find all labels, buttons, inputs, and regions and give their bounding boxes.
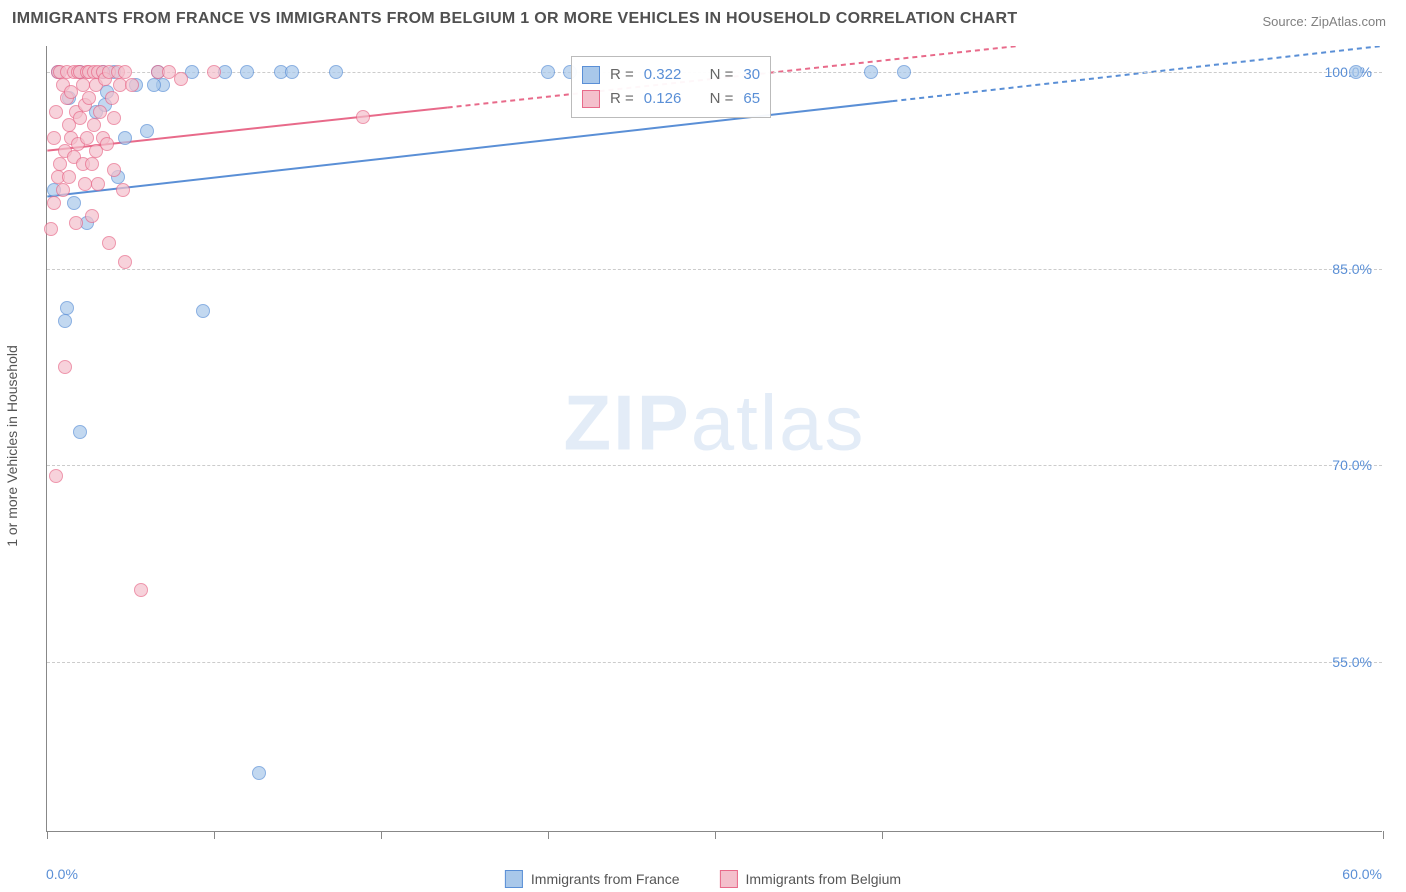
gridline-h — [47, 269, 1382, 270]
ytick-label: 55.0% — [1332, 654, 1372, 670]
legend-swatch — [582, 90, 600, 108]
gridline-h — [47, 465, 1382, 466]
scatter-point — [80, 131, 94, 145]
xtick — [548, 831, 549, 839]
scatter-point — [118, 255, 132, 269]
scatter-point — [356, 110, 370, 124]
watermark: ZIPatlas — [563, 377, 865, 468]
scatter-point — [58, 314, 72, 328]
scatter-point — [56, 183, 70, 197]
scatter-point — [85, 157, 99, 171]
plot-area: ZIPatlas 55.0% 70.0% 85.0% 100.0% R = 0.322… — [46, 46, 1382, 832]
x-min-label: 0.0% — [46, 866, 78, 882]
scatter-point — [44, 222, 58, 236]
n-label: N = — [710, 63, 734, 87]
ytick-label: 100.0% — [1325, 64, 1372, 80]
y-axis-label: 1 or more Vehicles in Household — [4, 345, 20, 547]
bottom-legend: Immigrants from France Immigrants from Be… — [505, 870, 901, 888]
trend-line-dashed — [892, 46, 1381, 101]
scatter-point — [125, 78, 139, 92]
scatter-point — [196, 304, 210, 318]
correlation-legend-row: R = 0.322 N = 30 — [582, 63, 760, 87]
scatter-point — [134, 583, 148, 597]
scatter-point — [107, 163, 121, 177]
scatter-point — [285, 65, 299, 79]
correlation-legend-row: R = 0.126 N = 65 — [582, 87, 760, 111]
scatter-point — [82, 91, 96, 105]
scatter-point — [73, 111, 87, 125]
scatter-point — [252, 766, 266, 780]
n-value: 65 — [743, 87, 760, 111]
r-value: 0.322 — [644, 63, 682, 87]
n-label: N = — [710, 87, 734, 111]
xtick — [882, 831, 883, 839]
scatter-point — [47, 131, 61, 145]
xtick — [381, 831, 382, 839]
legend-swatch — [582, 66, 600, 84]
scatter-point — [864, 65, 878, 79]
scatter-point — [147, 78, 161, 92]
scatter-point — [73, 425, 87, 439]
watermark-rest: atlas — [691, 378, 866, 466]
correlation-legend: R = 0.322 N = 30 R = 0.126 N = 65 — [571, 56, 771, 118]
scatter-point — [76, 78, 90, 92]
xtick — [1383, 831, 1384, 839]
legend-label: Immigrants from France — [531, 871, 680, 887]
n-value: 30 — [743, 63, 760, 87]
legend-swatch — [720, 870, 738, 888]
r-value: 0.126 — [644, 87, 682, 111]
scatter-point — [329, 65, 343, 79]
scatter-point — [47, 196, 61, 210]
watermark-bold: ZIP — [563, 378, 690, 466]
scatter-point — [207, 65, 221, 79]
xtick — [47, 831, 48, 839]
scatter-point — [53, 157, 67, 171]
scatter-point — [118, 131, 132, 145]
xtick — [715, 831, 716, 839]
scatter-point — [140, 124, 154, 138]
scatter-point — [118, 65, 132, 79]
scatter-point — [67, 196, 81, 210]
legend-label: Immigrants from Belgium — [746, 871, 902, 887]
scatter-point — [60, 301, 74, 315]
scatter-point — [93, 105, 107, 119]
scatter-point — [107, 111, 121, 125]
ytick-label: 85.0% — [1332, 261, 1372, 277]
chart-title: IMMIGRANTS FROM FRANCE VS IMMIGRANTS FRO… — [12, 10, 1017, 28]
scatter-point — [1349, 65, 1363, 79]
scatter-point — [58, 360, 72, 374]
xtick — [214, 831, 215, 839]
scatter-point — [541, 65, 555, 79]
gridline-h — [47, 662, 1382, 663]
x-max-label: 60.0% — [1342, 866, 1382, 882]
bottom-legend-item: Immigrants from France — [505, 870, 680, 888]
scatter-point — [87, 118, 101, 132]
scatter-point — [49, 105, 63, 119]
scatter-point — [174, 72, 188, 86]
trend-lines-svg — [47, 46, 1382, 831]
bottom-legend-item: Immigrants from Belgium — [720, 870, 902, 888]
scatter-point — [897, 65, 911, 79]
scatter-point — [69, 216, 83, 230]
legend-swatch — [505, 870, 523, 888]
scatter-point — [62, 170, 76, 184]
scatter-point — [78, 177, 92, 191]
r-label: R = — [610, 87, 634, 111]
scatter-point — [91, 177, 105, 191]
ytick-label: 70.0% — [1332, 457, 1372, 473]
scatter-point — [102, 236, 116, 250]
scatter-point — [100, 137, 114, 151]
r-label: R = — [610, 63, 634, 87]
scatter-point — [105, 91, 119, 105]
scatter-point — [116, 183, 130, 197]
scatter-point — [85, 209, 99, 223]
scatter-point — [240, 65, 254, 79]
scatter-point — [49, 469, 63, 483]
source-attribution: Source: ZipAtlas.com — [1262, 14, 1386, 29]
